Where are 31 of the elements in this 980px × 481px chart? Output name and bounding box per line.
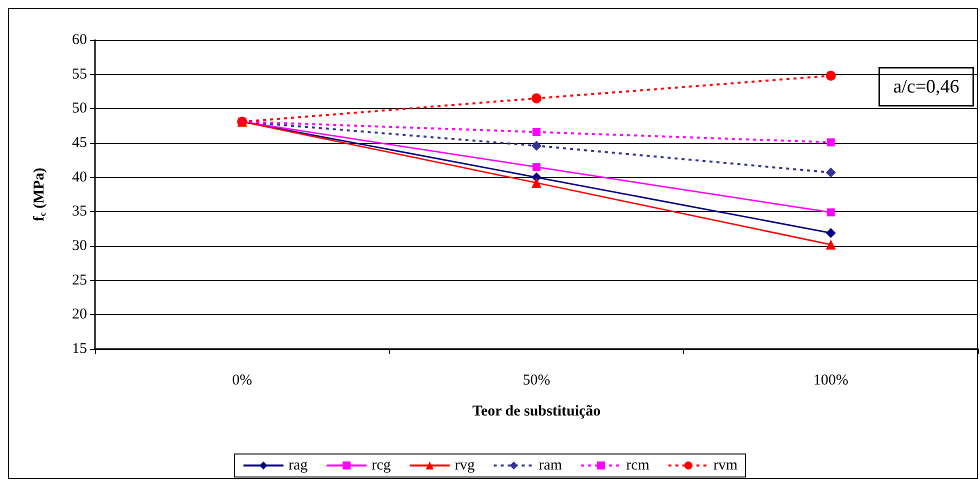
point [532, 163, 540, 172]
y-tick-label: 50 [72, 100, 87, 117]
legend-label: rvm [713, 458, 738, 474]
y-tick-label: 55 [72, 66, 87, 82]
y-tick-label: 60 [72, 32, 87, 48]
legend-label: rcm [626, 458, 650, 474]
y-tick-label: 40 [72, 169, 87, 186]
x-axis-title: Teor de substituição [472, 404, 601, 420]
legend-label: rvg [454, 458, 476, 474]
legend-label: rcg [372, 458, 392, 474]
point [532, 128, 540, 136]
point [532, 140, 542, 151]
y-tick-label: 45 [72, 135, 87, 151]
x-tick-label: 0% [232, 372, 252, 388]
legend-label: rag [288, 458, 308, 474]
point [826, 208, 835, 216]
legend-label: ram [538, 458, 562, 474]
x-tick-label: 100% [813, 372, 848, 388]
annotation: a/c=0,46 [893, 76, 960, 98]
y-tick-label: 30 [72, 238, 87, 254]
x-tick-label: 50% [522, 372, 550, 388]
y-tick-label: 15 [72, 341, 87, 357]
point [826, 70, 836, 81]
y-tick-label: 35 [72, 204, 87, 220]
y-axis-title: fc (MPa) [32, 168, 48, 222]
y-tick-label: 20 [72, 306, 87, 323]
point [826, 228, 836, 238]
point [826, 138, 835, 146]
y-tick-label: 25 [72, 272, 87, 288]
point [826, 168, 836, 178]
point [532, 93, 542, 104]
